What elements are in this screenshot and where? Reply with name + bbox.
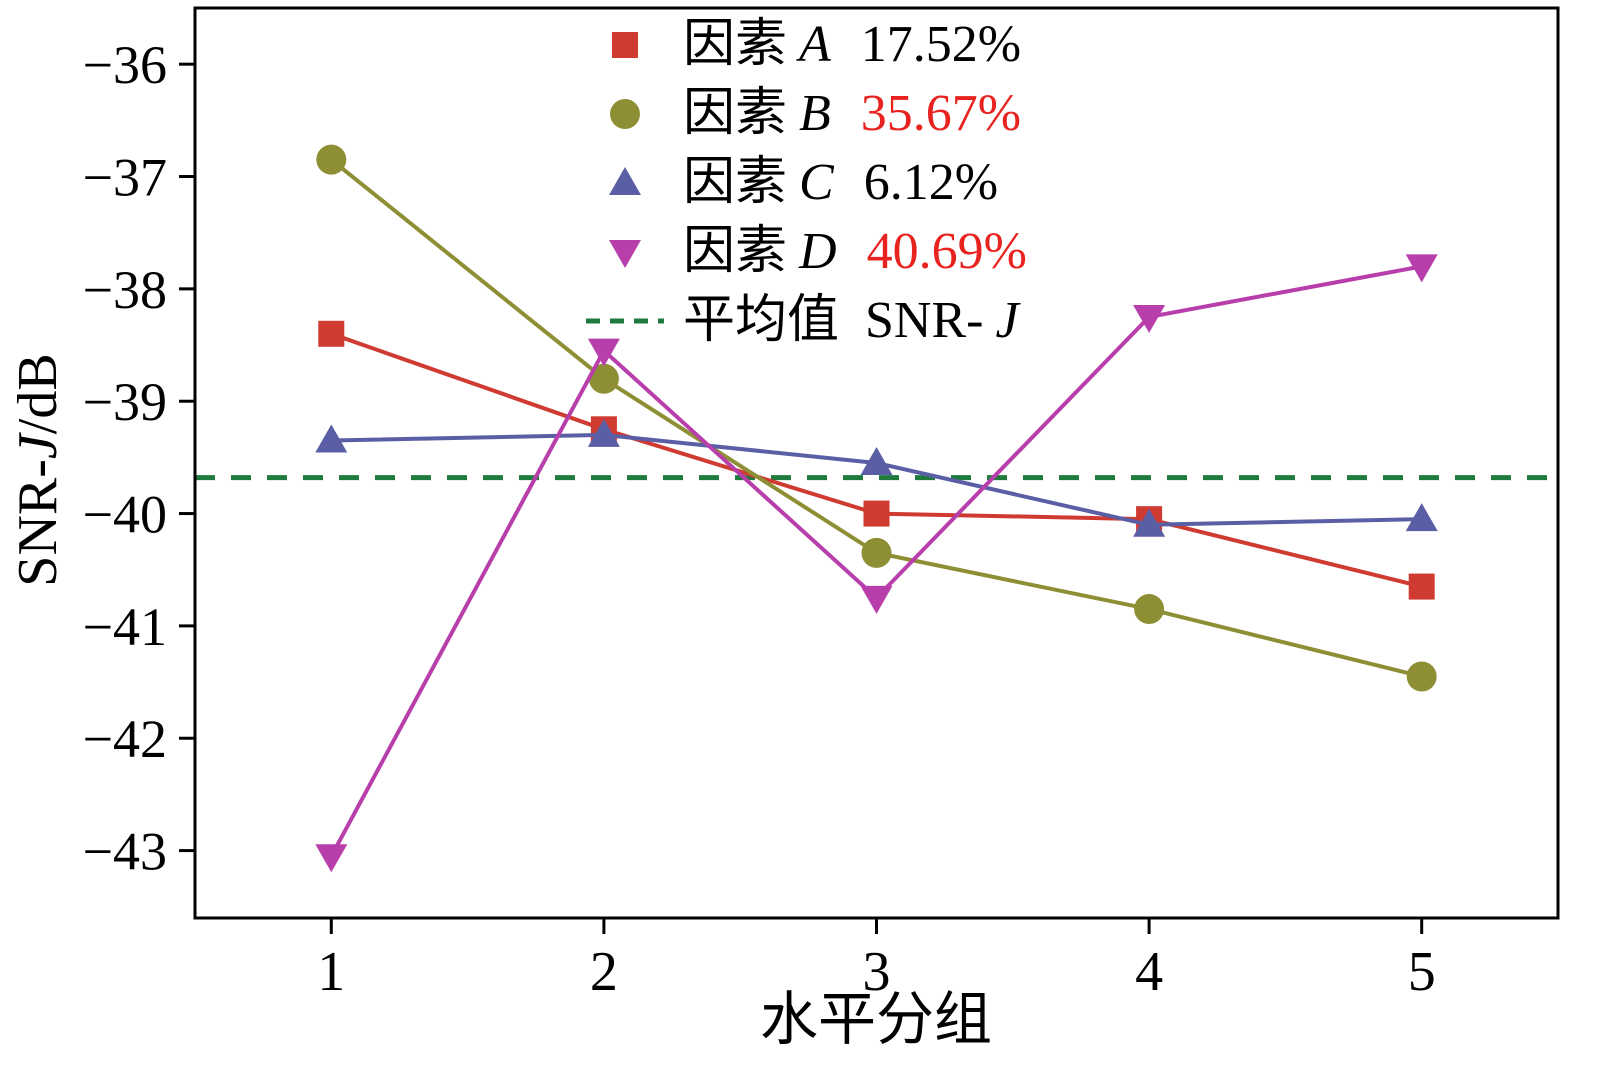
series-c-marker	[315, 424, 348, 453]
series-d-marker	[860, 585, 893, 614]
y-tick-label: −41	[83, 597, 167, 657]
x-tick-label: 3	[863, 941, 891, 1003]
legend-percent: 35.67%	[860, 84, 1022, 142]
y-axis-title-upright1: SNR-	[7, 459, 69, 587]
legend-item-mean: 平均值 SNR- J	[585, 286, 1027, 355]
x-tick-label: 4	[1135, 941, 1163, 1003]
chart-legend: 因素 A 17.52% 因素 B 35.67% 因素 C 6.12%	[585, 10, 1027, 355]
y-tick-label: −40	[83, 485, 167, 545]
legend-item-factor-b: 因素 B 35.67%	[585, 79, 1027, 148]
series-c-marker	[1133, 508, 1166, 537]
legend-percent: 17.52%	[860, 15, 1022, 73]
legend-text: 因素	[683, 153, 788, 211]
y-tick-label: −38	[83, 260, 167, 320]
legend-text-upright: SNR-	[865, 291, 984, 349]
legend-label: 平均值 SNR- J	[683, 291, 1019, 349]
x-axis-title: 水平分组	[759, 987, 993, 1052]
legend-text: 平均值	[683, 291, 840, 349]
legend-text: 因素	[683, 222, 788, 280]
series-c-marker	[860, 447, 893, 475]
legend-marker-square	[612, 31, 638, 58]
legend-label: 因素 B 35.67%	[683, 84, 1022, 142]
legend-label: 因素 D 40.69%	[683, 222, 1027, 280]
legend-variable: J	[995, 291, 1019, 349]
legend-percent: 6.12%	[863, 153, 999, 211]
legend-variable: C	[799, 153, 834, 211]
series-a-marker	[318, 320, 345, 347]
x-tick-label: 1	[317, 941, 345, 1003]
legend-marker-triangle-up	[609, 166, 641, 195]
y-axis-title: SNR-J/dB	[7, 353, 69, 587]
legend-item-factor-a: 因素 A 17.52%	[585, 10, 1027, 79]
series-d-marker	[587, 338, 620, 367]
legend-marker-triangle-down	[609, 239, 641, 268]
x-tick-label: 5	[1408, 941, 1436, 1003]
y-tick-label: −37	[83, 148, 167, 208]
y-tick-label: −39	[83, 372, 167, 432]
series-d-marker	[315, 844, 348, 873]
x-tick-label: 2	[590, 941, 618, 1003]
series-b-marker	[588, 363, 619, 394]
legend-variable: B	[799, 84, 831, 142]
series-c-marker	[587, 418, 620, 447]
series-b-marker	[316, 144, 347, 175]
series-b-marker	[1406, 661, 1437, 692]
legend-variable: D	[799, 222, 837, 280]
series-d-marker	[1133, 304, 1166, 333]
legend-variable: A	[799, 15, 831, 73]
y-tick-label: −36	[83, 35, 167, 95]
legend-label: 因素 A 17.52%	[683, 15, 1022, 73]
series-a-marker	[1408, 573, 1435, 600]
legend-label: 因素 C 6.12%	[683, 153, 999, 211]
series-d-marker	[1405, 254, 1438, 283]
legend-percent: 40.69%	[866, 222, 1027, 280]
legend-item-factor-c: 因素 C 6.12%	[585, 148, 1027, 217]
series-c-marker	[1405, 503, 1438, 532]
legend-marker-dashed-line	[586, 318, 664, 323]
legend-text: 因素	[683, 15, 788, 73]
series-a-marker	[863, 500, 890, 527]
series-b-marker	[861, 537, 892, 568]
y-tick-label: −43	[83, 822, 167, 882]
legend-item-factor-d: 因素 D 40.69%	[585, 217, 1027, 286]
series-b-marker	[1134, 594, 1165, 625]
legend-marker-circle	[610, 98, 640, 129]
y-axis-title-italic: J	[7, 434, 69, 460]
y-axis-title-upright2: /dB	[7, 353, 69, 435]
legend-text: 因素	[683, 84, 788, 142]
y-tick-label: −42	[83, 709, 167, 769]
